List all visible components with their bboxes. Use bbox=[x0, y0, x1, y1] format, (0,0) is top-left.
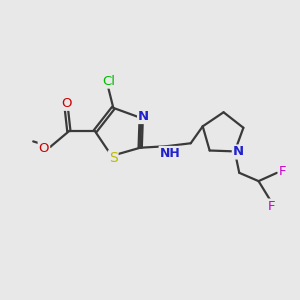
Text: S: S bbox=[109, 151, 118, 165]
Text: Cl: Cl bbox=[102, 75, 115, 88]
Text: F: F bbox=[279, 165, 286, 178]
Text: N: N bbox=[138, 110, 149, 123]
Text: F: F bbox=[268, 200, 275, 213]
Text: N: N bbox=[233, 146, 244, 158]
Text: NH: NH bbox=[160, 147, 180, 160]
Text: O: O bbox=[39, 142, 49, 155]
Text: O: O bbox=[61, 97, 72, 110]
